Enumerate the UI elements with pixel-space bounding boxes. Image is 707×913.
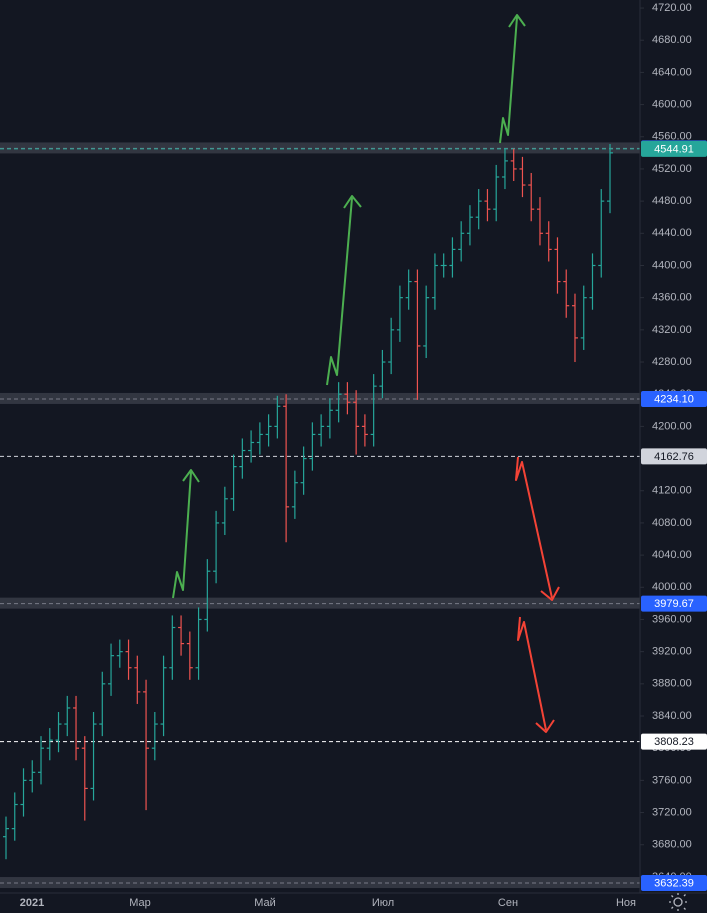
level-zone <box>0 392 640 404</box>
red-arrow <box>517 616 547 731</box>
level-label: 4162.76 <box>654 451 694 463</box>
y-tick-label: 4560.00 <box>652 131 692 143</box>
zones <box>0 142 640 889</box>
gear[interactable] <box>673 897 683 907</box>
red-arrow <box>515 456 553 599</box>
arrow-head <box>343 195 362 209</box>
y-tick-label: 4440.00 <box>652 227 692 239</box>
level-label: 4234.10 <box>654 393 694 405</box>
level-label-bg <box>641 875 707 892</box>
arrow-head <box>508 14 526 28</box>
arrow-head <box>540 586 560 601</box>
drawings <box>172 14 560 733</box>
y-tick-label: 4080.00 <box>652 517 692 529</box>
y-tick-label: 4400.00 <box>652 259 692 271</box>
y-tick-label: 4480.00 <box>652 195 692 207</box>
y-tick-label: 4640.00 <box>652 66 692 78</box>
y-tick-label: 3920.00 <box>652 646 692 658</box>
level-zone <box>0 877 640 889</box>
level-label-bg <box>641 448 707 465</box>
level-label-bg <box>641 595 707 612</box>
x-tick-label: Май <box>254 897 276 909</box>
axis: 4720.00 4680.00 4640.00 4600.00 4560.00 4520.… <box>20 2 707 909</box>
y-tick-label: 4720.00 <box>652 2 692 14</box>
arrow-head <box>182 469 200 483</box>
x-tick-label: Ноя <box>616 897 636 909</box>
y-tick-label: 4280.00 <box>652 356 692 368</box>
y-tick-label: 4360.00 <box>652 292 692 304</box>
y-tick-label: 4040.00 <box>652 549 692 561</box>
gear-teeth[interactable] <box>669 893 687 911</box>
green-arrow <box>499 16 518 144</box>
y-tick-label: 4600.00 <box>652 98 692 110</box>
y-tick-label: 4520.00 <box>652 163 692 175</box>
y-tick-label: 3680.00 <box>652 839 692 851</box>
x-tick-label: 2021 <box>20 897 44 909</box>
level-label-bg <box>641 390 707 407</box>
green-arrow <box>172 471 192 599</box>
y-tick-label: 4200.00 <box>652 420 692 432</box>
y-tick-label: 3960.00 <box>652 613 692 625</box>
level-label: 3632.39 <box>654 877 694 889</box>
y-tick-label: 4320.00 <box>652 324 692 336</box>
y-tick-label: 3760.00 <box>652 774 692 786</box>
x-tick-label: Сен <box>498 897 518 909</box>
y-tick-label: 4120.00 <box>652 485 692 497</box>
green-arrow <box>326 197 353 386</box>
level-zone <box>0 597 640 609</box>
level-label: 3808.23 <box>654 736 694 748</box>
level-label: 4544.91 <box>654 143 694 155</box>
arrow-head <box>535 719 555 733</box>
level-label-bg <box>641 140 707 157</box>
y-tick-label: 3880.00 <box>652 678 692 690</box>
level-label-bg <box>641 733 707 750</box>
y-tick-label: 3840.00 <box>652 710 692 722</box>
x-tick-label: Июл <box>372 897 394 909</box>
x-tick-label: Мар <box>129 897 151 909</box>
level-zone <box>0 142 640 154</box>
y-tick-label: 4680.00 <box>652 34 692 46</box>
settings-icon[interactable] <box>669 893 687 911</box>
y-tick-label: 3720.00 <box>652 806 692 818</box>
y-tick-label: 4000.00 <box>652 581 692 593</box>
level-label: 3979.67 <box>654 598 694 610</box>
bars <box>3 144 613 860</box>
